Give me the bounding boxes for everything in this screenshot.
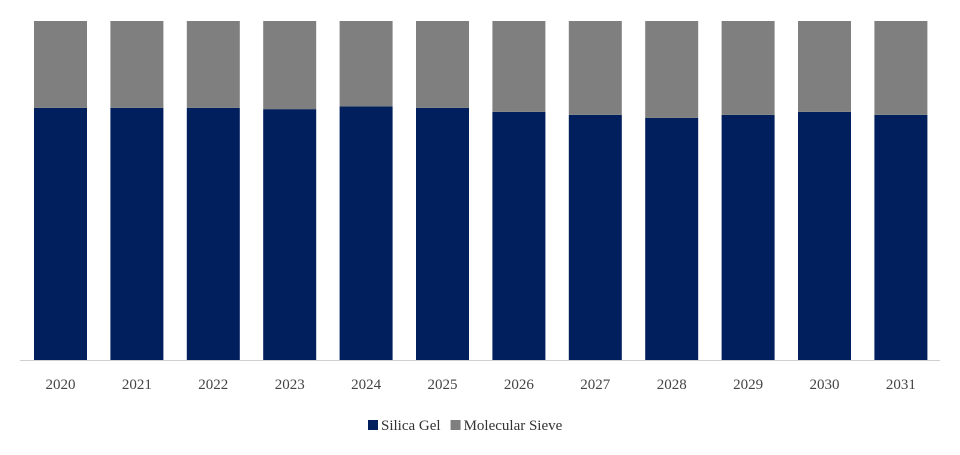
bar-molecular-sieve-2029 — [721, 21, 775, 115]
bar-silica-gel-2029 — [721, 114, 775, 360]
bar-molecular-sieve-2021 — [110, 21, 164, 108]
legend: Silica Gel Molecular Sieve — [368, 418, 563, 434]
bars-group — [34, 21, 928, 361]
bar-molecular-sieve-2028 — [645, 21, 699, 118]
bar-molecular-sieve-2026 — [492, 21, 546, 112]
x-tick-label: 2028 — [657, 377, 687, 393]
bar-silica-gel-2021 — [110, 107, 164, 360]
x-tick-label: 2026 — [504, 377, 535, 393]
legend-label: Silica Gel — [381, 418, 441, 434]
x-tick-label: 2024 — [351, 377, 382, 393]
x-tick-label: 2022 — [198, 377, 228, 393]
bar-silica-gel-2020 — [34, 107, 87, 360]
legend-label: Molecular Sieve — [464, 418, 563, 434]
bar-silica-gel-2027 — [568, 114, 622, 360]
bar-molecular-sieve-2020 — [34, 21, 87, 108]
x-tick-label: 2021 — [122, 377, 152, 393]
bar-molecular-sieve-2027 — [568, 21, 622, 115]
bar-silica-gel-2026 — [492, 111, 546, 361]
bar-silica-gel-2023 — [263, 109, 317, 360]
x-tick-label: 2023 — [275, 377, 305, 393]
x-tick-label: 2027 — [580, 377, 611, 393]
x-tick-label: 2020 — [46, 377, 76, 393]
bar-molecular-sieve-2031 — [874, 21, 928, 115]
x-tick-label: 2030 — [810, 377, 840, 393]
legend-swatch-1 — [450, 420, 461, 430]
bar-molecular-sieve-2024 — [339, 21, 393, 107]
bar-molecular-sieve-2022 — [186, 21, 240, 108]
bar-silica-gel-2022 — [186, 107, 240, 360]
bar-molecular-sieve-2030 — [798, 21, 851, 112]
bar-silica-gel-2031 — [874, 114, 928, 360]
x-tick-label: 2029 — [733, 377, 763, 393]
bar-silica-gel-2025 — [416, 107, 469, 360]
bar-silica-gel-2030 — [798, 111, 851, 361]
bar-silica-gel-2024 — [339, 106, 393, 360]
bar-molecular-sieve-2023 — [263, 21, 317, 110]
x-tick-labels: 2020 2021 2022 2023 2024 2025 2026 2027 2028 2029… — [46, 377, 916, 393]
bar-molecular-sieve-2025 — [416, 21, 469, 108]
legend-swatch-0 — [368, 420, 378, 430]
x-tick-label: 2031 — [886, 377, 916, 393]
x-tick-label: 2025 — [428, 377, 458, 393]
bar-silica-gel-2028 — [645, 117, 699, 360]
